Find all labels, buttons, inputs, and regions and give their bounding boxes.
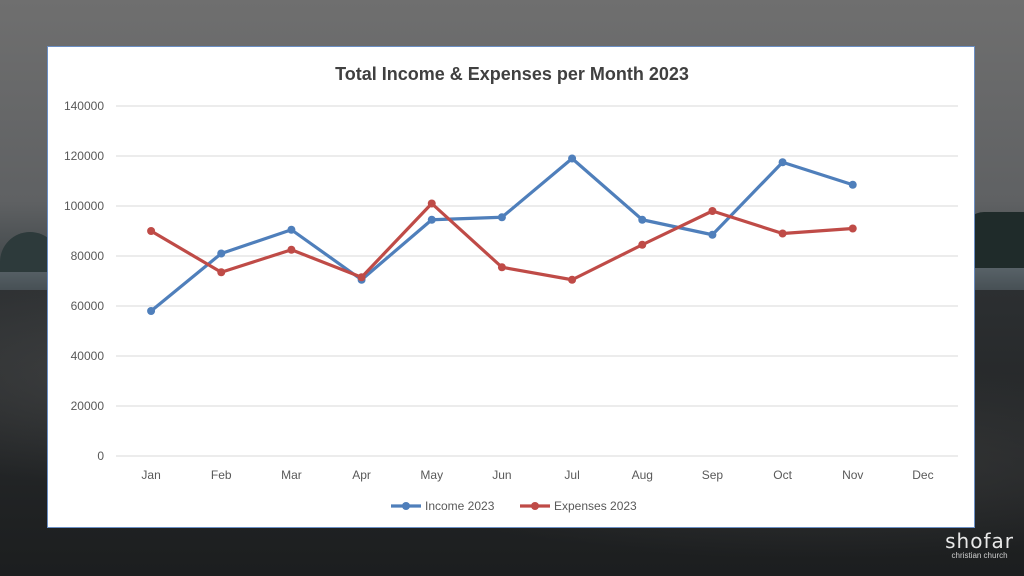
data-point	[497, 263, 506, 272]
data-point	[497, 213, 506, 222]
data-point	[217, 268, 226, 277]
legend-label: Expenses 2023	[554, 499, 637, 513]
data-point	[778, 229, 787, 238]
x-tick-label: Feb	[211, 468, 232, 482]
data-point	[427, 199, 436, 208]
legend-label: Income 2023	[425, 499, 495, 513]
x-tick-label: Jan	[141, 468, 160, 482]
x-tick-label: Mar	[281, 468, 302, 482]
data-point	[357, 273, 366, 282]
data-point	[147, 227, 156, 235]
data-point	[708, 207, 717, 215]
legend-item: Expenses 2023	[520, 499, 637, 513]
x-tick-label: Jul	[564, 468, 579, 482]
logo-wordmark: shofar	[945, 529, 1014, 553]
legend-marker	[402, 502, 410, 510]
data-point	[287, 225, 296, 234]
legend-marker	[531, 502, 539, 510]
data-point	[638, 240, 647, 249]
series-expenses-2023	[147, 199, 857, 284]
y-tick-label: 40000	[71, 349, 105, 363]
legend: Income 2023 Expenses 2023	[391, 499, 637, 513]
data-point	[217, 249, 226, 258]
data-point	[287, 245, 296, 254]
data-point	[638, 215, 647, 224]
y-axis-ticks: 0 20000 40000 60000 80000 100000 120000 140000	[64, 99, 104, 463]
data-point	[708, 230, 717, 239]
y-tick-label: 140000	[64, 99, 104, 113]
legend-item: Income 2023	[391, 499, 495, 513]
x-tick-label: Oct	[773, 468, 792, 482]
x-tick-label: Jun	[492, 468, 511, 482]
y-tick-label: 80000	[71, 249, 105, 263]
y-tick-label: 60000	[71, 299, 105, 313]
data-point	[778, 158, 787, 167]
y-tick-label: 20000	[71, 399, 105, 413]
x-tick-label: Sep	[702, 468, 724, 482]
series-line	[149, 156, 855, 313]
data-point	[568, 275, 577, 284]
data-point	[568, 154, 577, 163]
data-point	[147, 307, 156, 315]
x-tick-label: Aug	[632, 468, 653, 482]
grid-lines	[116, 105, 958, 457]
shofar-logo: shofar christian church	[945, 531, 1014, 560]
data-point	[848, 180, 857, 189]
line-chart: Total Income & Expenses per Month 2023 0…	[64, 64, 958, 513]
data-point	[427, 215, 436, 224]
data-point	[848, 224, 857, 233]
x-tick-label: Apr	[352, 468, 371, 482]
x-tick-label: Dec	[912, 468, 933, 482]
x-axis-ticks: Jan Feb Mar Apr May Jun Jul Aug Sep Oct Nov Dec	[141, 468, 933, 482]
series-layer	[147, 154, 857, 315]
y-tick-label: 100000	[64, 199, 104, 213]
chart-panel: Total Income & Expenses per Month 2023 0…	[47, 46, 975, 528]
x-tick-label: Nov	[842, 468, 863, 482]
x-tick-label: May	[420, 468, 443, 482]
chart-title: Total Income & Expenses per Month 2023	[335, 64, 689, 84]
logo-subtitle: christian church	[951, 551, 1008, 560]
y-tick-label: 120000	[64, 149, 104, 163]
series-income-2023	[147, 154, 857, 315]
y-tick-label: 0	[97, 449, 104, 463]
